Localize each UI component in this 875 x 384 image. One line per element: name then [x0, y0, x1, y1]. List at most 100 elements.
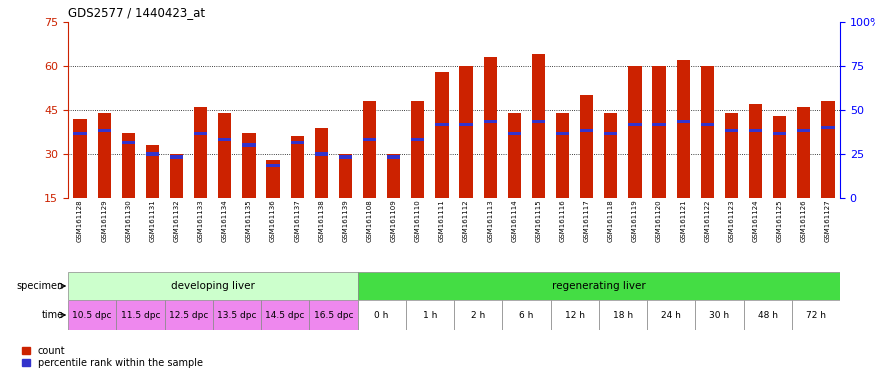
Bar: [550, 300, 598, 330]
Bar: [170, 155, 183, 159]
Text: 12 h: 12 h: [564, 311, 584, 319]
Bar: [74, 132, 87, 135]
Bar: [628, 123, 641, 126]
Bar: [792, 300, 840, 330]
Bar: [724, 113, 738, 198]
Bar: [797, 107, 810, 198]
Bar: [146, 145, 159, 198]
Bar: [701, 123, 714, 126]
Bar: [696, 300, 744, 330]
Bar: [122, 141, 135, 144]
Bar: [507, 132, 521, 135]
Bar: [146, 152, 159, 156]
Bar: [604, 132, 618, 135]
Bar: [647, 300, 696, 330]
Bar: [164, 300, 213, 330]
Bar: [290, 141, 304, 144]
Bar: [363, 137, 376, 141]
Bar: [213, 300, 261, 330]
Bar: [97, 129, 111, 132]
Bar: [266, 160, 280, 198]
Bar: [749, 104, 762, 198]
Bar: [363, 101, 376, 198]
Bar: [459, 123, 472, 126]
Bar: [676, 60, 690, 198]
Bar: [604, 113, 618, 198]
Legend: count, percentile rank within the sample: count, percentile rank within the sample: [23, 346, 203, 368]
Bar: [502, 300, 550, 330]
Bar: [309, 300, 358, 330]
Text: 30 h: 30 h: [710, 311, 730, 319]
Text: 0 h: 0 h: [374, 311, 388, 319]
Text: 16.5 dpc: 16.5 dpc: [313, 311, 354, 319]
Bar: [261, 300, 309, 330]
Bar: [358, 272, 840, 300]
Bar: [580, 129, 593, 132]
Bar: [653, 66, 666, 198]
Bar: [194, 107, 207, 198]
Bar: [484, 57, 497, 198]
Bar: [358, 300, 406, 330]
Bar: [116, 300, 164, 330]
Bar: [797, 129, 810, 132]
Bar: [676, 120, 690, 124]
Bar: [653, 123, 666, 126]
Bar: [290, 136, 304, 198]
Text: 18 h: 18 h: [612, 311, 633, 319]
Bar: [242, 134, 256, 198]
Bar: [122, 134, 135, 198]
Bar: [97, 113, 111, 198]
Bar: [749, 129, 762, 132]
Bar: [315, 127, 328, 198]
Bar: [339, 154, 352, 198]
Bar: [580, 95, 593, 198]
Text: 10.5 dpc: 10.5 dpc: [73, 311, 112, 319]
Bar: [194, 132, 207, 135]
Bar: [744, 300, 792, 330]
Bar: [773, 116, 787, 198]
Bar: [411, 137, 424, 141]
Text: 24 h: 24 h: [662, 311, 681, 319]
Text: 14.5 dpc: 14.5 dpc: [265, 311, 304, 319]
Text: 1 h: 1 h: [423, 311, 438, 319]
Bar: [556, 113, 570, 198]
Bar: [315, 152, 328, 156]
Bar: [435, 123, 449, 126]
Bar: [454, 300, 502, 330]
Bar: [556, 132, 570, 135]
Bar: [218, 113, 232, 198]
Bar: [598, 300, 647, 330]
Text: GDS2577 / 1440423_at: GDS2577 / 1440423_at: [68, 7, 205, 20]
Bar: [532, 120, 545, 124]
Bar: [628, 66, 641, 198]
Bar: [242, 144, 256, 147]
Bar: [822, 101, 835, 198]
Bar: [459, 66, 472, 198]
Bar: [68, 272, 358, 300]
Bar: [68, 300, 116, 330]
Text: 2 h: 2 h: [471, 311, 486, 319]
Text: 13.5 dpc: 13.5 dpc: [217, 311, 256, 319]
Bar: [532, 54, 545, 198]
Bar: [406, 300, 454, 330]
Bar: [266, 164, 280, 167]
Text: regenerating liver: regenerating liver: [552, 281, 646, 291]
Bar: [411, 101, 424, 198]
Text: developing liver: developing liver: [171, 281, 255, 291]
Bar: [339, 155, 352, 159]
Bar: [74, 119, 87, 198]
Text: time: time: [41, 310, 64, 320]
Bar: [387, 155, 401, 159]
Text: 6 h: 6 h: [519, 311, 534, 319]
Bar: [484, 120, 497, 124]
Bar: [724, 129, 738, 132]
Bar: [387, 154, 401, 198]
Text: 48 h: 48 h: [758, 311, 778, 319]
Bar: [435, 72, 449, 198]
Text: 72 h: 72 h: [806, 311, 826, 319]
Bar: [822, 126, 835, 129]
Bar: [170, 154, 183, 198]
Bar: [701, 66, 714, 198]
Text: 11.5 dpc: 11.5 dpc: [121, 311, 160, 319]
Text: 12.5 dpc: 12.5 dpc: [169, 311, 208, 319]
